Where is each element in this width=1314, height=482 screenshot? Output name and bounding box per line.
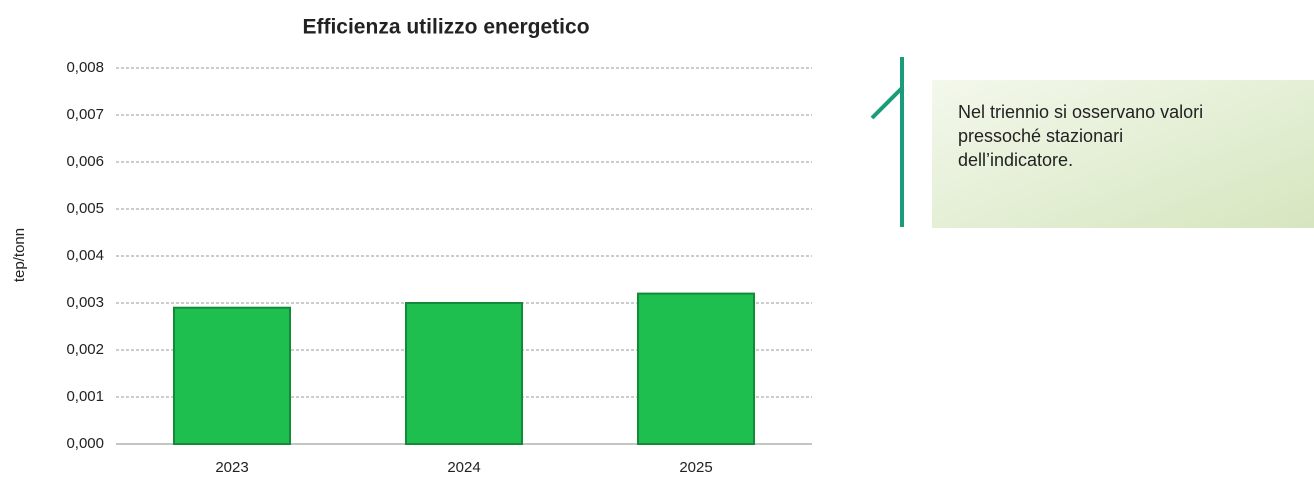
y-axis-label: tep/tonn (11, 228, 28, 282)
annotation-text: dell’indicatore. (958, 150, 1073, 170)
bar (405, 302, 523, 445)
annotation-box (932, 80, 1314, 228)
y-tick-label: 0,005 (66, 200, 104, 217)
annotation-pointer (870, 86, 904, 120)
y-tick-label: 0,000 (66, 435, 104, 452)
x-tick-label: 2024 (447, 459, 480, 476)
x-tick-label: 2023 (215, 459, 248, 476)
annotation-text: pressoché stazionari (958, 126, 1123, 146)
bar (637, 292, 755, 445)
bar (173, 306, 291, 446)
y-tick-label: 0,008 (66, 59, 104, 76)
x-tick-label: 2025 (679, 459, 712, 476)
y-tick-label: 0,006 (66, 153, 104, 170)
y-tick-label: 0,007 (66, 106, 104, 123)
chart-title: Efficienza utilizzo energetico (302, 16, 589, 39)
y-tick-label: 0,004 (66, 247, 104, 264)
y-tick-label: 0,002 (66, 341, 104, 358)
annotation-text: Nel triennio si osservano valori (958, 102, 1203, 122)
y-tick-label: 0,003 (66, 294, 104, 311)
y-tick-label: 0,001 (66, 388, 104, 405)
